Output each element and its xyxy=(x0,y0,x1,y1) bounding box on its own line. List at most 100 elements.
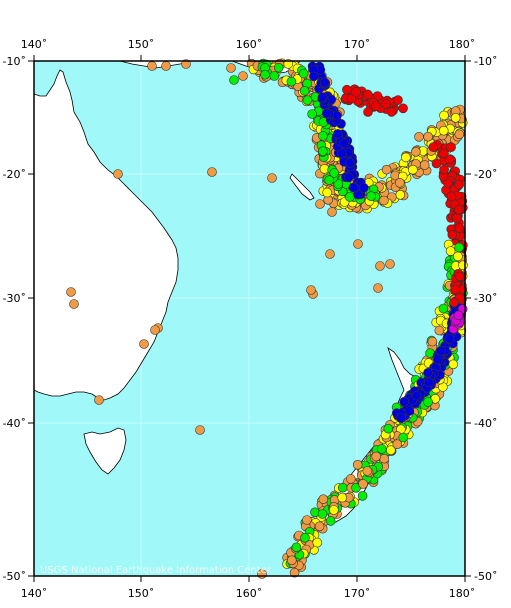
earthquake-dot xyxy=(113,169,123,179)
earthquake-dot xyxy=(273,62,284,73)
left-lat-label: -20˚ xyxy=(3,168,26,181)
earthquake-dot xyxy=(453,251,463,262)
earthquake-dot xyxy=(423,397,433,407)
earthquake-dot xyxy=(423,367,433,378)
earthquake-dot xyxy=(325,249,335,259)
earthquake-dot xyxy=(448,359,459,370)
top-lon-label: 170˚ xyxy=(344,38,371,51)
right-lat-label: -30˚ xyxy=(474,292,497,305)
earthquake-dot xyxy=(423,377,434,388)
earthquake-dot xyxy=(94,395,104,405)
earthquake-dot xyxy=(351,87,361,97)
earthquake-dot xyxy=(306,285,316,295)
right-lat-label: -40˚ xyxy=(474,417,497,430)
earthquake-dot xyxy=(443,178,453,188)
new-caledonia xyxy=(289,173,315,201)
right-lat-label: -50˚ xyxy=(474,570,497,583)
earthquake-dot xyxy=(147,61,157,71)
earthquake-dot xyxy=(393,95,403,105)
bottom-lon-label: 150˚ xyxy=(128,587,155,600)
earthquake-dot xyxy=(161,61,171,71)
earthquake-dot xyxy=(299,86,310,96)
earthquake-dot xyxy=(454,129,465,140)
earthquake-dot xyxy=(317,92,328,102)
earthquake-dot xyxy=(452,213,462,223)
earthquake-dot xyxy=(333,179,344,189)
top-lon-label: 160˚ xyxy=(236,38,263,51)
left-lat-label: -40˚ xyxy=(3,417,26,430)
earthquake-dot xyxy=(291,542,302,553)
earthquake-dot xyxy=(286,555,297,566)
earthquake-dot xyxy=(392,439,403,450)
earthquake-dot xyxy=(348,182,359,193)
earthquake-dot xyxy=(376,444,387,454)
earthquake-dot xyxy=(312,537,323,548)
earthquake-dot xyxy=(381,99,391,109)
earthquake-dot xyxy=(379,195,389,206)
left-lat-label: -30˚ xyxy=(3,292,26,305)
earthquake-dot xyxy=(344,192,355,202)
earthquake-dot xyxy=(446,191,457,202)
earthquake-dot xyxy=(458,260,468,271)
earthquake-dot xyxy=(195,425,205,435)
earthquake-dot xyxy=(454,179,465,190)
earthquake-dot xyxy=(315,199,325,209)
bottom-lon-label: 180˚ xyxy=(449,587,476,600)
earthquake-dot xyxy=(423,131,433,142)
australia-landmass xyxy=(33,69,179,401)
earthquake-dot xyxy=(454,242,464,253)
earthquake-dot xyxy=(229,75,239,85)
earthquake-dot xyxy=(454,271,465,282)
earthquake-points xyxy=(66,58,468,579)
earthquake-dot xyxy=(307,109,317,119)
earthquake-dot xyxy=(345,474,356,484)
earthquake-dot xyxy=(139,339,149,349)
earthquake-dot xyxy=(337,148,347,159)
earthquake-dot xyxy=(436,346,446,356)
earthquake-dot xyxy=(399,396,410,407)
earthquake-dot xyxy=(398,432,409,443)
earthquake-dot xyxy=(411,390,422,401)
earthquake-dot xyxy=(371,101,381,111)
frame-ticks xyxy=(28,55,471,582)
earthquake-dot xyxy=(150,325,160,335)
earthquake-dot xyxy=(298,68,309,79)
earthquake-dot xyxy=(324,175,335,185)
earthquake-dot xyxy=(302,95,313,105)
credit-text: USGS National Earthquake Information Cen… xyxy=(40,565,272,576)
earthquake-dot xyxy=(450,113,461,123)
earthquake-dot xyxy=(302,515,312,525)
earthquake-dot xyxy=(327,207,337,217)
earthquake-dot xyxy=(318,494,329,505)
earthquake-dot xyxy=(314,521,325,532)
left-lat-label: -50˚ xyxy=(3,570,26,583)
earthquake-dot xyxy=(66,287,76,297)
top-lon-label: 180˚ xyxy=(449,38,476,51)
earthquake-dot xyxy=(411,147,421,157)
earthquake-dot xyxy=(419,160,430,170)
earthquake-dot xyxy=(337,482,348,493)
earthquake-dot xyxy=(329,168,340,178)
earthquake-dot xyxy=(454,223,465,233)
earthquake-dot xyxy=(375,261,385,271)
earthquake-dot xyxy=(319,77,330,88)
earthquake-dot xyxy=(289,567,300,578)
earthquake-dot xyxy=(453,310,464,321)
earthquake-dot xyxy=(445,246,456,256)
earthquake-dot xyxy=(353,239,363,249)
earthquake-dot xyxy=(444,154,455,165)
earthquake-dot xyxy=(286,76,297,87)
earthquake-dot xyxy=(401,152,411,163)
tasmania-landmass xyxy=(83,427,127,475)
earthquake-dot xyxy=(427,336,438,347)
earthquake-dot xyxy=(431,158,442,169)
bottom-lon-label: 170˚ xyxy=(344,587,371,600)
top-lon-label: 150˚ xyxy=(128,38,155,51)
earthquake-dot xyxy=(449,297,459,308)
earthquake-dot xyxy=(444,333,455,344)
earthquake-dot xyxy=(333,129,343,139)
earthquake-dot xyxy=(447,230,458,240)
top-lon-label: 140˚ xyxy=(21,38,48,51)
earthquake-dot xyxy=(379,453,390,464)
earthquake-dot xyxy=(342,84,352,95)
